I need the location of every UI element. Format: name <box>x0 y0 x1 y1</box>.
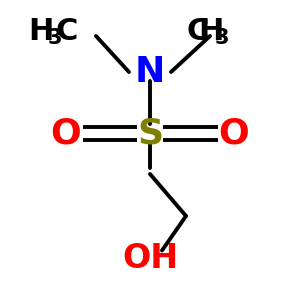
Text: 3: 3 <box>47 28 62 47</box>
Text: C: C <box>56 17 78 46</box>
Text: H: H <box>199 17 224 46</box>
Text: O: O <box>219 116 249 151</box>
Text: H: H <box>28 17 54 46</box>
Text: N: N <box>135 55 165 89</box>
Text: C: C <box>186 17 208 46</box>
Text: S: S <box>137 116 163 151</box>
Text: OH: OH <box>122 242 178 274</box>
Text: O: O <box>51 116 81 151</box>
Text: 3: 3 <box>214 28 229 47</box>
